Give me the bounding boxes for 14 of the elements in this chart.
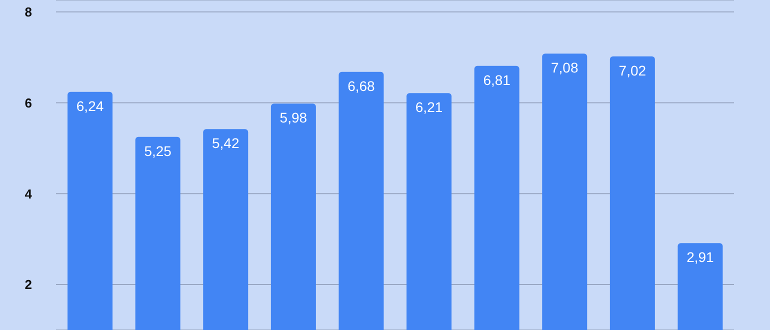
data-label: 6,24 — [76, 98, 104, 114]
data-label: 7,02 — [618, 62, 646, 78]
y-tick-label: 8 — [24, 4, 32, 20]
y-tick-label: 6 — [24, 95, 32, 110]
data-label: 5,98 — [280, 110, 308, 126]
data-label: 6,81 — [483, 72, 511, 88]
data-label: 6,68 — [348, 78, 376, 94]
data-label: 7,08 — [551, 60, 578, 76]
y-tick-label: 4 — [24, 186, 33, 202]
data-label: 5,42 — [212, 135, 240, 152]
y-tick-label: 2 — [24, 277, 32, 292]
data-label: 5,25 — [144, 142, 172, 159]
data-label: 6,21 — [415, 99, 443, 116]
data-label: 2,91 — [686, 249, 714, 266]
